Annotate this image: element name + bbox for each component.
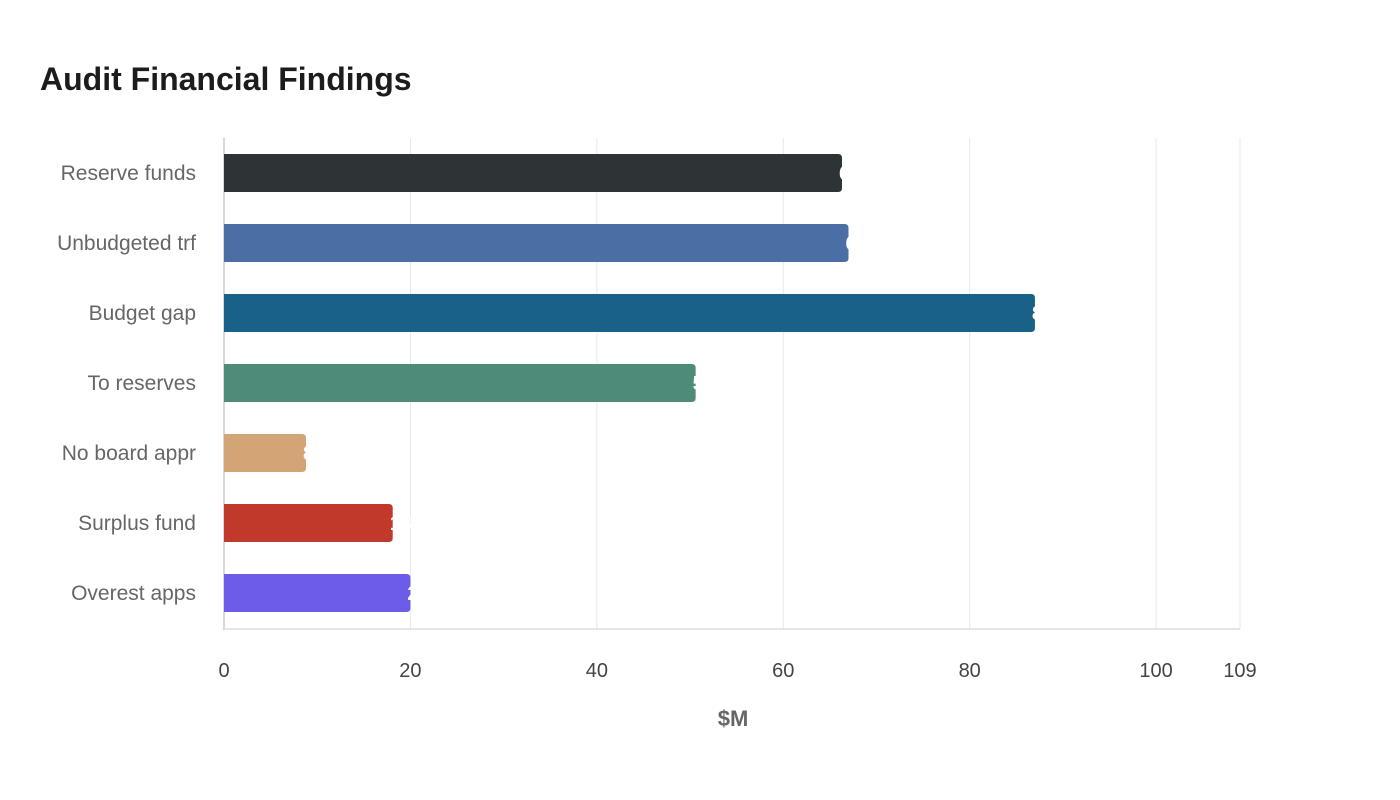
- bar: [224, 364, 696, 402]
- category-labels: Reserve funds Unbudgeted trf Budget gap To …: [57, 162, 196, 605]
- category-label: Reserve funds: [61, 162, 196, 185]
- x-tick-label: 60: [772, 660, 794, 682]
- x-tick-label: 20: [399, 660, 421, 682]
- chart-title: Audit Financial Findings: [40, 61, 412, 97]
- x-tick-label: 109: [1223, 660, 1256, 682]
- category-label: Budget gap: [89, 302, 196, 325]
- bar-value-label: 50.6: [693, 373, 732, 395]
- x-tick-label: 80: [959, 660, 981, 682]
- bar-value-label: 87: [1032, 303, 1054, 325]
- bar: [224, 294, 1035, 332]
- x-tick-labels: 0 20 40 60 80 100 109: [218, 660, 1256, 682]
- x-tick-label: 40: [586, 660, 608, 682]
- category-label: Overest apps: [71, 582, 196, 605]
- category-label: Surplus fund: [78, 512, 196, 535]
- x-axis-title: $M: [718, 706, 749, 731]
- bar: [224, 574, 411, 612]
- bar-value-label: 67: [846, 233, 868, 255]
- x-tick-label: 100: [1139, 660, 1172, 682]
- category-label: No board appr: [62, 442, 196, 465]
- bar: [224, 504, 393, 542]
- x-tick-label: 0: [218, 660, 229, 682]
- bar-value-label: 18.1: [390, 513, 429, 535]
- bar-value-label: 20: [407, 583, 429, 605]
- bars: 66.3 67 87 50.6 8.8 18.1 20: [224, 154, 1054, 612]
- bar: [224, 434, 307, 472]
- bar-value-label: 66.3: [839, 163, 878, 185]
- bar: [224, 154, 842, 192]
- bar-value-label: 8.8: [303, 443, 331, 465]
- category-label: Unbudgeted trf: [57, 232, 196, 255]
- category-label: To reserves: [87, 372, 196, 395]
- bar: [224, 224, 849, 262]
